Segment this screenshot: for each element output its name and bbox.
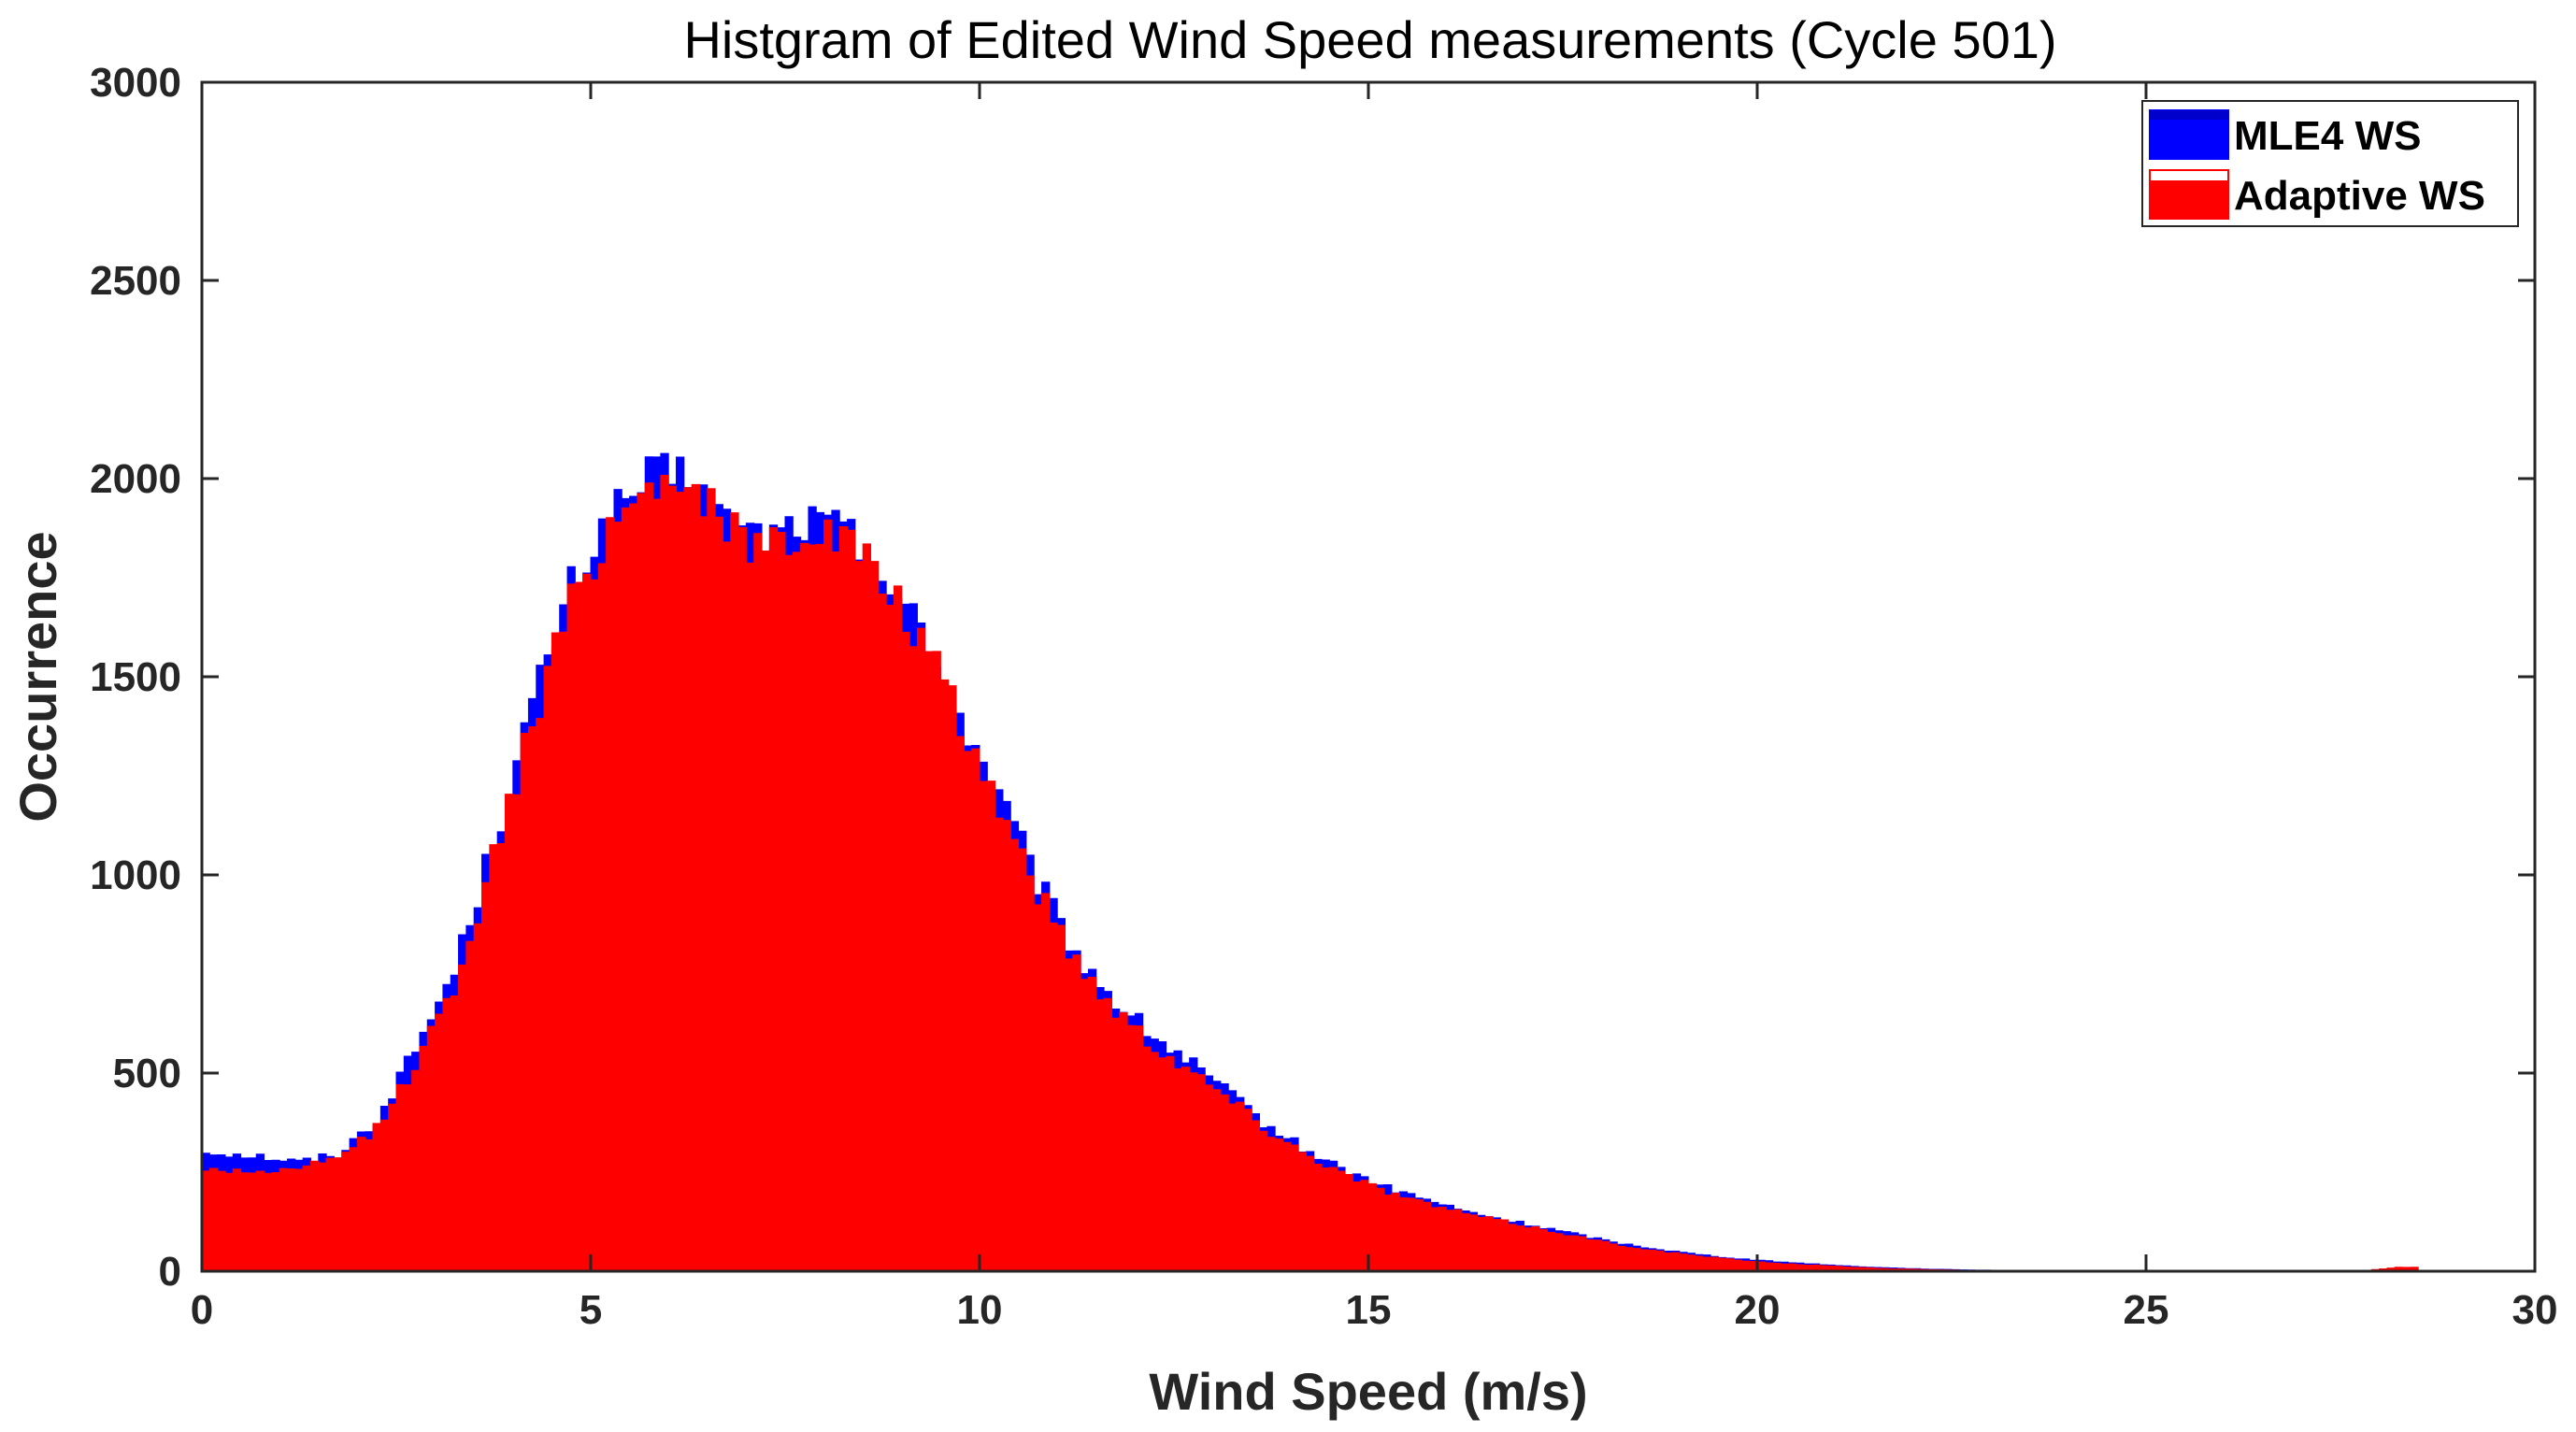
x-tick-label: 25 — [2124, 1287, 2169, 1333]
x-tick-label: 15 — [1346, 1287, 1392, 1333]
legend-swatch-edge — [2149, 169, 2229, 182]
y-tick-label: 0 — [159, 1249, 181, 1295]
x-tick-label: 10 — [957, 1287, 1003, 1333]
series-layer — [201, 452, 2419, 1272]
legend-label: Adaptive WS — [2234, 173, 2485, 219]
y-tick-label: 3000 — [90, 60, 181, 106]
legend: MLE4 WS Adaptive WS — [2141, 100, 2519, 227]
y-tick-label: 1000 — [90, 852, 181, 898]
x-axis-label: Wind Speed (m/s) — [1149, 1362, 1587, 1421]
y-axis-label: Occurrence — [8, 531, 67, 822]
x-tick-label: 5 — [580, 1287, 602, 1333]
chart-title: Histgram of Edited Wind Speed measuremen… — [683, 10, 2056, 69]
y-tick-label: 1500 — [90, 654, 181, 700]
y-axis: 0 500 1000 1500 2000 2500 3000 — [90, 60, 2535, 1295]
y-tick-label: 500 — [113, 1051, 181, 1096]
y-tick-label: 2500 — [90, 258, 181, 304]
legend-swatch-edge — [2150, 110, 2228, 120]
x-axis: 0 5 10 15 20 25 30 — [191, 82, 2558, 1333]
x-tick-label: 0 — [191, 1287, 213, 1333]
x-tick-label: 20 — [1735, 1287, 1781, 1333]
series-adaptive-ws-bars — [201, 475, 2419, 1272]
x-tick-label: 30 — [2512, 1287, 2558, 1333]
legend-label: MLE4 WS — [2234, 113, 2421, 159]
legend-items: MLE4 WS Adaptive WS — [2149, 109, 2485, 220]
y-tick-label: 2000 — [90, 456, 181, 502]
plot-area — [200, 80, 2537, 1273]
